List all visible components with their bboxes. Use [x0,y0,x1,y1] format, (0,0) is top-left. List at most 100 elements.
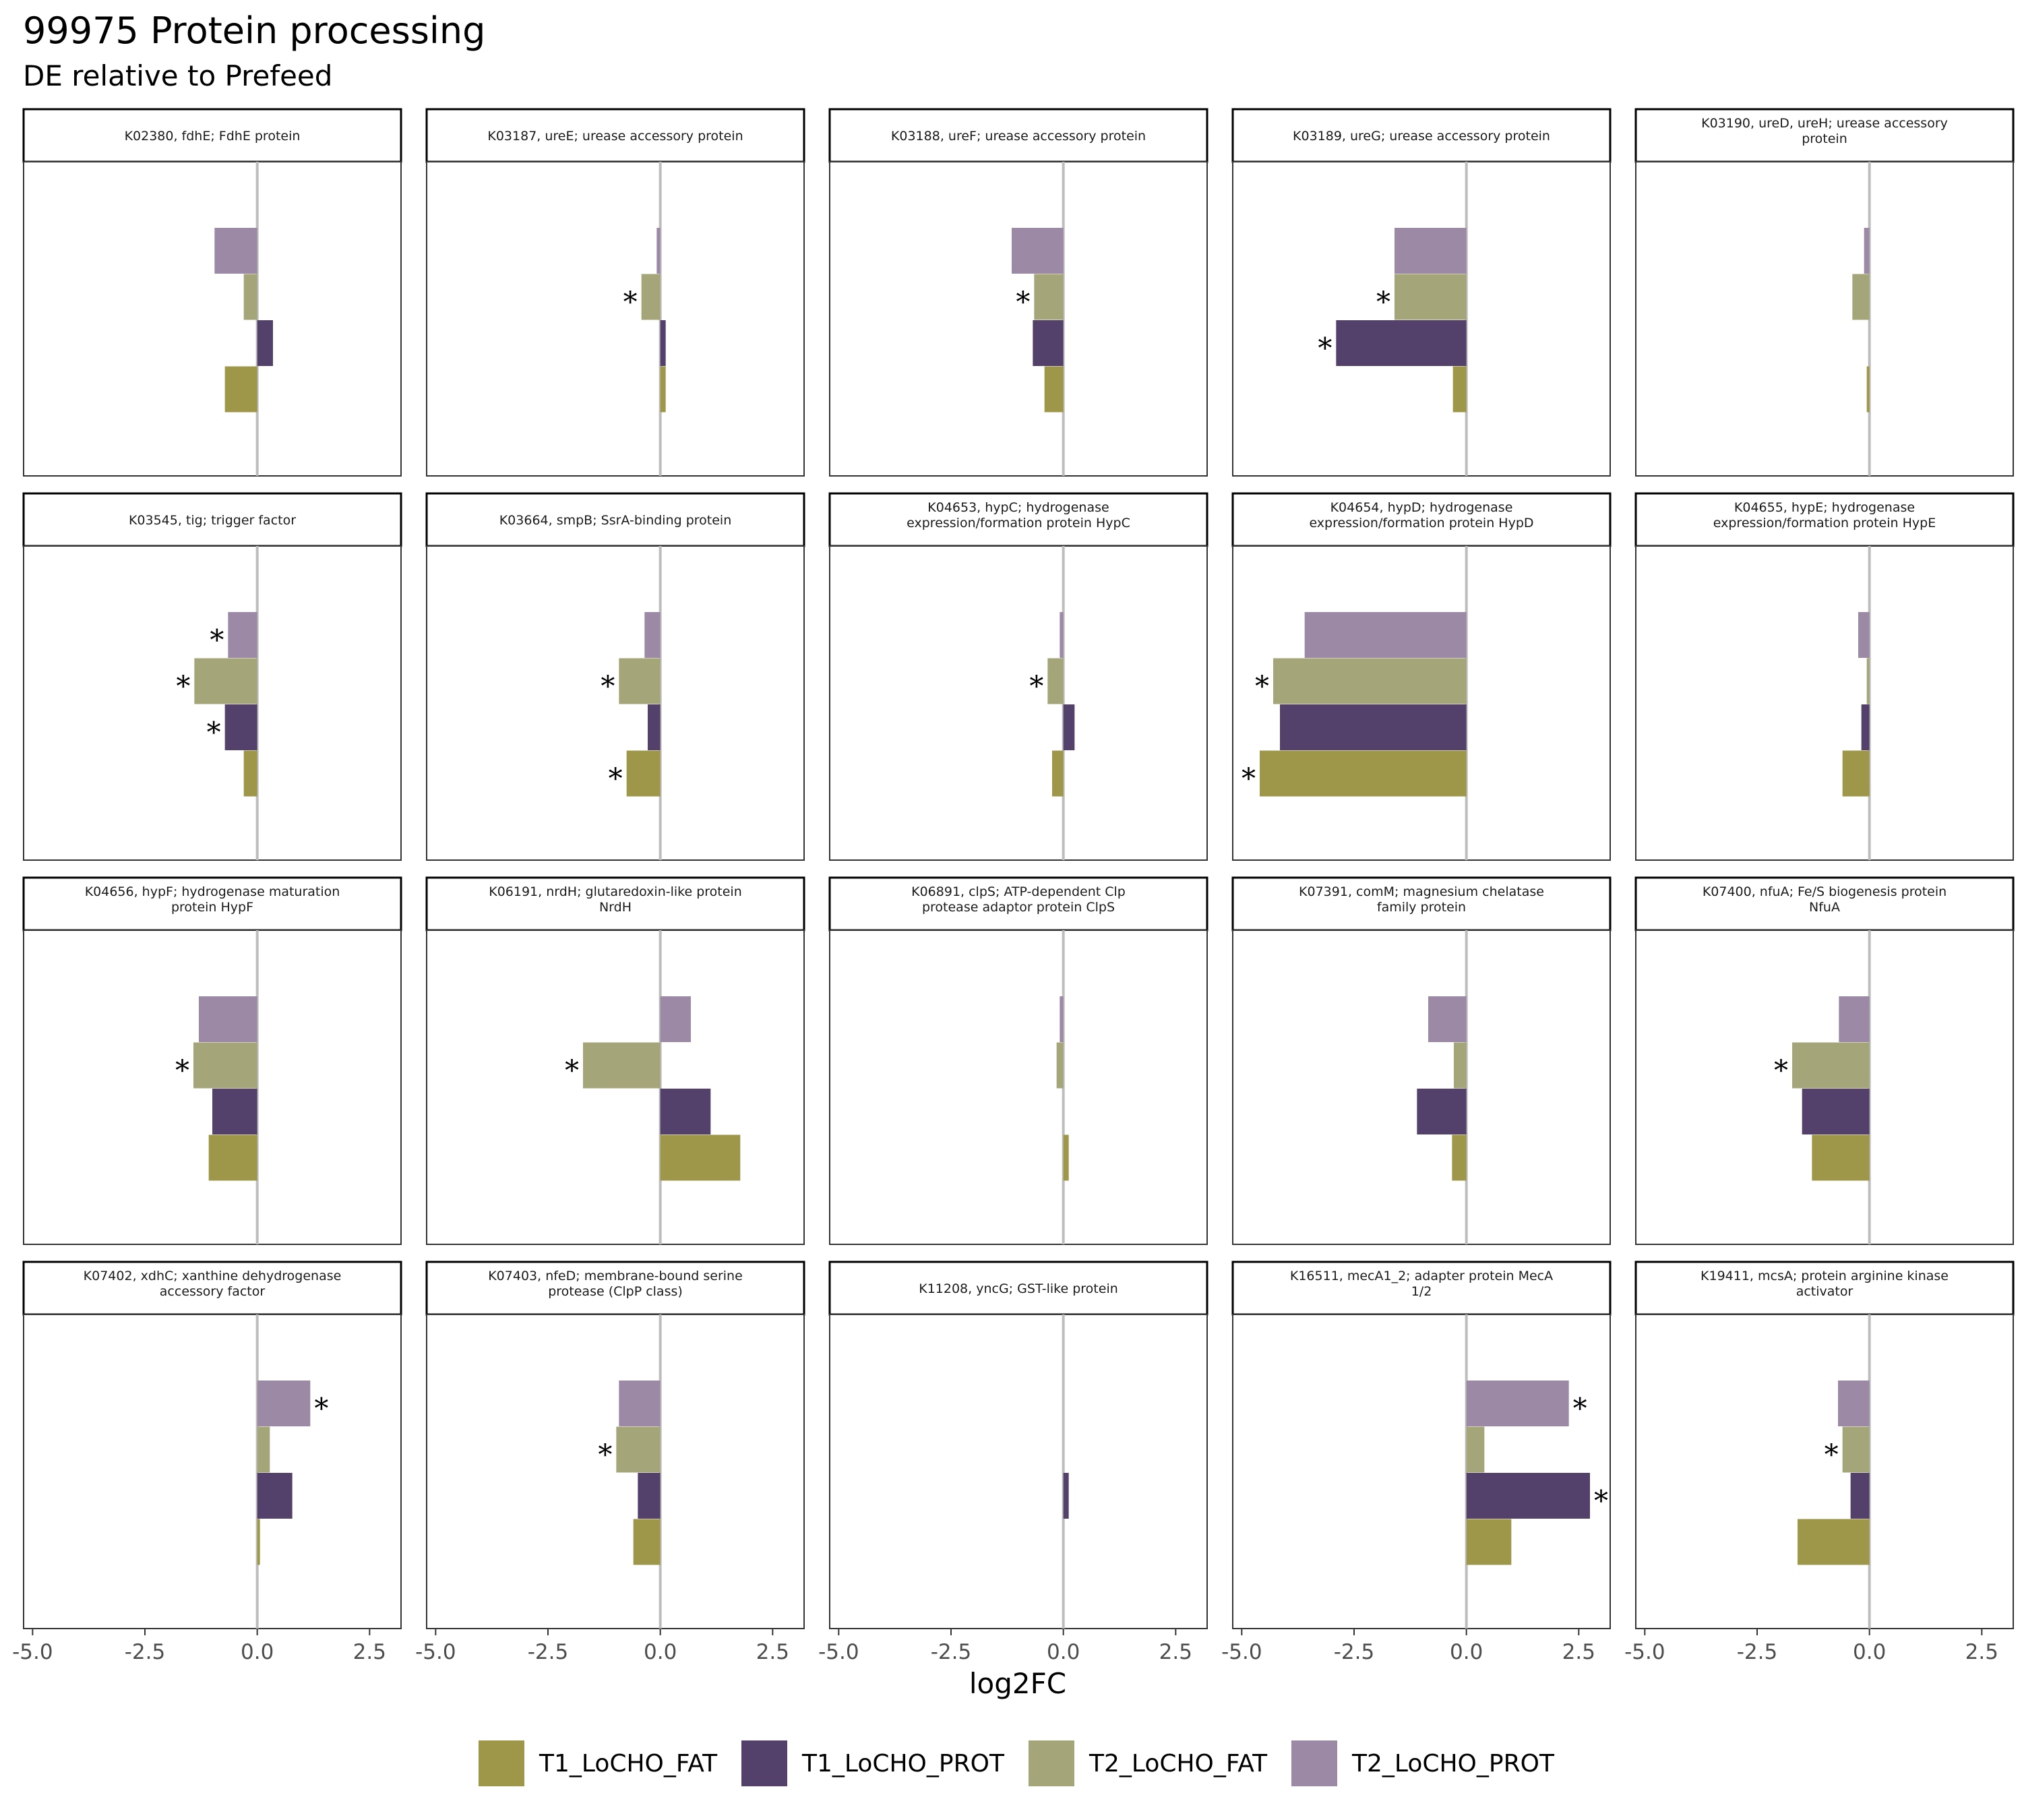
panel-frame [23,1314,402,1629]
significance-marker: * [609,762,623,795]
legend-label: T1_LoCHO_PROT [802,1749,1004,1778]
x-tick-label: 2.5 [1159,1640,1192,1664]
facet-title: NfuA [1809,900,1840,915]
facet-title: activator [1796,1284,1854,1299]
bar [660,320,666,366]
legend-item: T1_LoCHO_FAT [479,1739,717,1788]
chart-legend: T1_LoCHO_FAT T1_LoCHO_PROT T2_LoCHO_FAT T2_… [0,1736,2022,1790]
bar [1056,1042,1064,1089]
significance-marker: * [207,716,221,749]
legend-swatch [1029,1740,1074,1786]
facet-title: K03664, smpB; SsrA-binding protein [499,513,732,528]
legend-item: T1_LoCHO_PROT [741,1739,1004,1788]
panel-frame [829,545,1208,861]
bar [1798,1519,1870,1565]
bar [1866,366,1870,413]
x-tick-label: 2.5 [353,1640,386,1664]
bar [1466,1426,1485,1473]
bar [243,274,257,320]
x-tick-label: 2.5 [756,1640,789,1664]
x-tick-label: 0.0 [1853,1640,1886,1664]
bar [199,996,257,1042]
bar [1842,750,1870,797]
bar [1012,228,1064,274]
facet-strip [1634,876,2015,932]
facet-title: accessory factor [160,1284,266,1299]
facet-title: K03545, tig; trigger factor [129,513,296,528]
facet-title: K04654, hypD; hydrogenase [1330,500,1513,515]
facet-title: K07403, nfeD; membrane-bound serine [488,1269,743,1283]
bar [1063,704,1075,750]
facet-title: K02380, fdhE; FdhE protein [125,129,301,144]
legend-label: T1_LoCHO_FAT [539,1749,718,1778]
bar [1034,274,1064,320]
legend-label: T2_LoCHO_FAT [1089,1749,1268,1778]
bar [1850,1473,1870,1519]
significance-marker: * [1242,762,1256,795]
facet-title: K03190, ureD, ureH; urease accessory [1701,116,1948,131]
bar [1304,612,1467,658]
bar [224,366,257,413]
significance-marker: * [1573,1392,1587,1425]
bar [619,658,661,704]
bar [1395,274,1467,320]
legend-item: T2_LoCHO_FAT [1029,1739,1267,1788]
facet-title: K11208, yncG; GST-like protein [919,1281,1118,1296]
facet-strip [1231,492,1612,547]
facet-title: K03189, ureG; urease accessory protein [1293,129,1550,144]
chart-title: 99975 Protein processing [23,9,486,52]
panel-frame [1635,1314,2014,1629]
x-tick-label: -5.0 [415,1640,456,1664]
bar [214,228,257,274]
bar [1060,612,1064,658]
bar [1839,996,1870,1042]
bar [641,274,661,320]
bar [626,750,661,797]
facet-title: K19411, mcsA; protein arginine kinase [1701,1269,1949,1283]
bar [1864,228,1870,274]
bar [1866,658,1870,704]
bar [257,1426,270,1473]
faceted-bar-chart: K02380, fdhE; FdhE protein K03187, ureE; … [12,108,2015,1700]
significance-marker: * [1376,286,1390,319]
facet-title: K03188, ureF; urease accessory protein [891,129,1146,144]
facet-title: K07400, nfuA; Fe/S biogenesis protein [1703,884,1947,899]
x-tick-label: 2.5 [1562,1640,1595,1664]
bar [1842,1426,1870,1473]
facet-strip [22,1261,402,1316]
bar [243,750,257,797]
facet-title: K04655, hypE; hydrogenase [1734,500,1915,515]
bar [1063,1473,1069,1519]
x-tick-label: -2.5 [125,1640,166,1664]
panel-frame [1232,930,1611,1245]
facet-title: protein HypF [171,900,253,915]
facet-title: family protein [1377,900,1466,915]
facet-strip [22,492,402,547]
x-tick-label: -2.5 [1334,1640,1375,1664]
bar [1792,1042,1870,1089]
facet-title: K07391, comM; magnesium chelatase [1299,884,1544,899]
bar [1466,1473,1590,1519]
bar [656,228,661,274]
significance-marker: * [1255,670,1269,703]
bar [1861,704,1870,750]
panel-frame [426,545,805,861]
facet-title: K06891, clpS; ATP-dependent Clp [911,884,1126,899]
x-tick-label: 0.0 [644,1640,677,1664]
facet-title: expression/formation protein HypE [1713,516,1936,530]
x-tick-label: -5.0 [12,1640,53,1664]
bar [1417,1089,1467,1134]
significance-marker: * [565,1054,579,1087]
significance-marker: * [210,624,224,657]
bar [660,1134,741,1181]
facet-strip [1231,876,1612,932]
significance-marker: * [623,286,638,319]
bar [212,1089,257,1134]
x-axis-title: log2FC [969,1667,1066,1700]
facet-title: 1/2 [1411,1284,1432,1299]
facet-strip [1634,108,2015,163]
bar [648,704,661,750]
panel-frame [829,1314,1208,1629]
significance-marker: * [1594,1484,1608,1517]
x-tick-label: -2.5 [1737,1640,1778,1664]
